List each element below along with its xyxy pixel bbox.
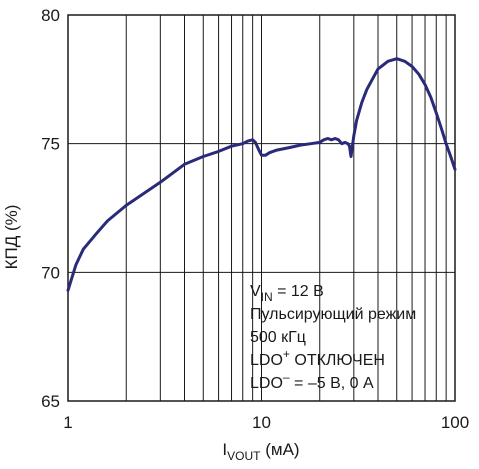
annotation-line-5: LDO– = –5 В, 0 А [250,370,374,392]
conditions-annotation: VIN = 12 В Пульсирующий режим 500 кГц LD… [250,283,416,392]
x-axis-label: IVOUT (мА) [222,440,299,463]
x-tick-label: 1 [63,413,72,432]
tick-labels: 65 70 75 80 1 10 100 [41,6,469,432]
y-tick-label: 70 [41,263,60,282]
y-tick-label: 65 [41,392,60,411]
y-axis-label: КПД (%) [2,205,21,270]
x-tick-label: 10 [252,413,271,432]
annotation-line-2: Пульсирующий режим [250,306,416,323]
y-tick-label: 80 [41,6,60,25]
y-tick-label: 75 [41,135,60,154]
annotation-line-3: 500 кГц [250,329,306,346]
plot-frame [67,14,456,402]
grid [68,15,455,401]
annotation-line-4: LDO+ ОТКЛЮЧЕН [250,347,385,369]
x-tick-label: 100 [441,413,469,432]
annotation-line-1: VIN = 12 В [250,283,324,304]
efficiency-line [66,57,457,292]
